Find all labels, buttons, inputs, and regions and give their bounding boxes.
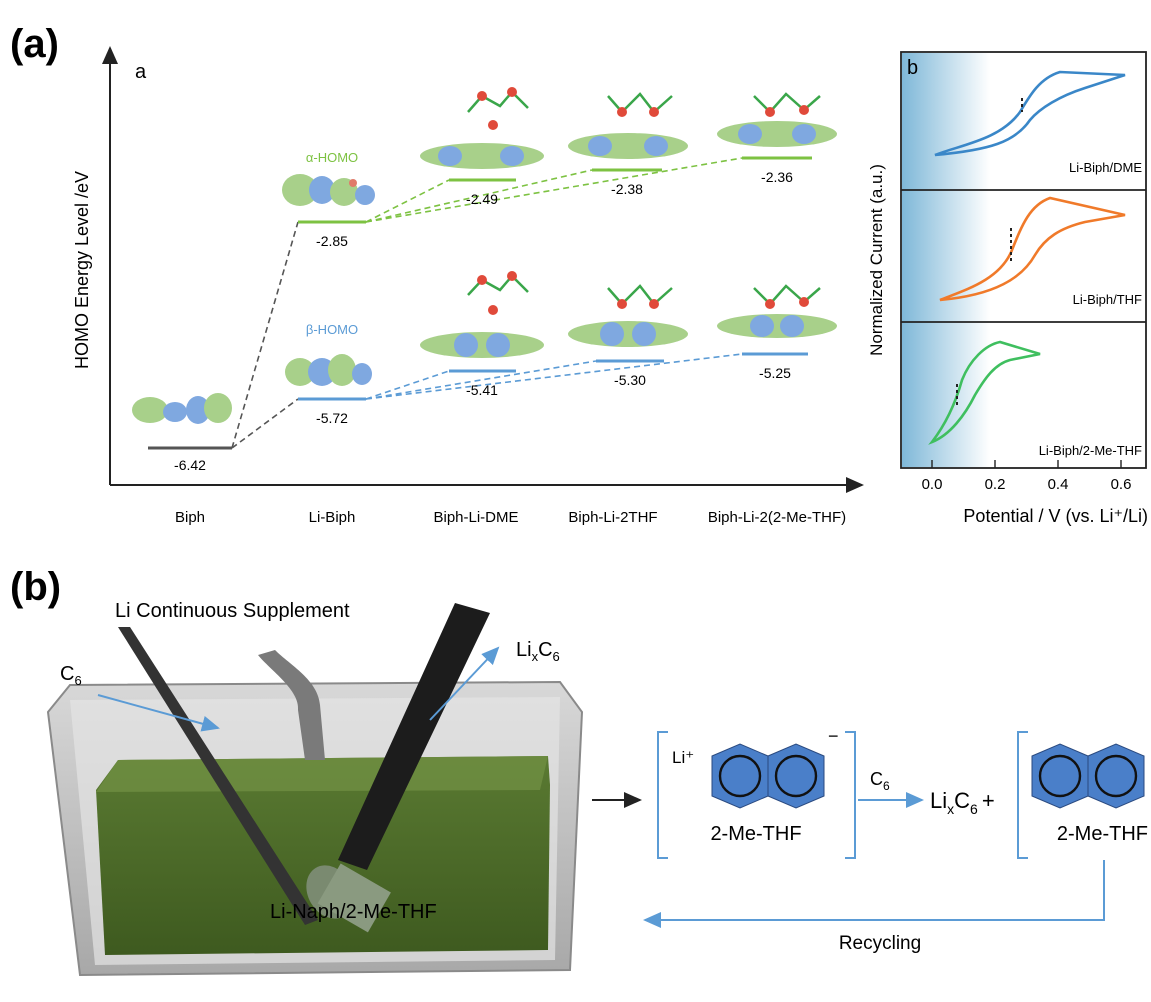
c6-rod [118, 627, 318, 925]
subpanel-b-label: b [907, 57, 918, 79]
energy-diagram: a HOMO Energy Level /eV Biph Li-Biph Bip… [72, 46, 864, 526]
energy-value: -2.49 [466, 191, 498, 207]
c6-in-label: C6 [60, 663, 82, 688]
orbital-alpha-dme [420, 143, 544, 169]
y-axis-label: HOMO Energy Level /eV [72, 171, 92, 369]
connector-beta [365, 360, 597, 400]
category-label: Biph-Li-2(2-Me-THF) [708, 509, 846, 526]
panel-b-tag: (b) [10, 565, 62, 609]
solvent-molecules [467, 90, 821, 306]
beta-homo-label: β-HOMO [306, 322, 358, 337]
cv-xlabel: Potential / V (vs. Li⁺/Li) [963, 506, 1148, 526]
category-label: Biph [175, 509, 205, 526]
orbital-li-biph-beta [285, 354, 372, 386]
energy-value: -2.85 [316, 233, 348, 249]
energy-value: -2.36 [761, 169, 793, 185]
energy-value: -5.30 [614, 372, 646, 388]
energy-value: -2.38 [611, 181, 643, 197]
cv-xtick: 0.0 [922, 476, 943, 493]
connector-alpha [365, 179, 450, 223]
category-label: Biph-Li-DME [433, 509, 518, 526]
lixc6-out-arrow [429, 646, 500, 721]
orbital-beta-thf [568, 321, 688, 347]
solvent-label-right: 2-Me-THF [1057, 823, 1148, 845]
cv-xtick: 0.4 [1048, 476, 1069, 493]
c6-in-arrow [97, 694, 220, 732]
recycling-arrow [643, 860, 1105, 928]
cv-xtick: 0.6 [1111, 476, 1132, 493]
energy-value: -5.25 [759, 365, 791, 381]
right-complex [1017, 731, 1145, 859]
orbital-biph [132, 393, 232, 424]
recycling-label: Recycling [839, 933, 921, 954]
cv-shaded-region [902, 53, 990, 467]
orbital-alpha-methf [717, 121, 837, 147]
orbital-beta-dme [420, 332, 544, 358]
orbital-alpha-thf [568, 133, 688, 159]
cv-trace-dme [934, 70, 1126, 157]
category-label: Biph-Li-2THF [568, 509, 657, 526]
reactant-label: C6 [870, 769, 890, 793]
lixc6-rod [338, 603, 490, 870]
solution-label: Li-Naph/2-Me-THF [270, 901, 437, 923]
connector-alpha [365, 169, 593, 223]
subpanel-a-label: a [135, 61, 147, 83]
cv-trace-label: Li-Biph/DME [1069, 160, 1142, 175]
alpha-homo-label: α-HOMO [306, 150, 358, 165]
category-label: Li-Biph [309, 509, 356, 526]
left-complex [657, 731, 856, 859]
cv-trace-label: Li-Biph/2-Me-THF [1039, 443, 1142, 458]
supplement-label: Li Continuous Supplement [115, 600, 350, 622]
cv-trace-thf [939, 196, 1126, 302]
energy-value: -6.42 [174, 457, 206, 473]
orbital-beta-methf [717, 314, 837, 338]
solution [96, 756, 550, 955]
lixc6-out-label: LixC6 [516, 639, 560, 664]
energy-value: -5.72 [316, 410, 348, 426]
li-rod [258, 650, 325, 760]
cv-ylabel: Normalized Current (a.u.) [867, 164, 886, 356]
energy-value: -5.41 [466, 382, 498, 398]
solvent-label-left: 2-Me-THF [710, 823, 801, 845]
anion-minus: − [828, 726, 839, 746]
li-plus-label: Li⁺ [672, 748, 694, 767]
connector-alpha [365, 157, 743, 223]
orbital-li-biph-alpha [282, 174, 375, 206]
panel-a-tag: (a) [10, 22, 59, 66]
cv-panel: b Normalized Current (a.u.) Li-Biph/DME … [867, 51, 1148, 526]
connector-beta [365, 353, 743, 400]
cv-xtick: 0.2 [985, 476, 1006, 493]
cv-frame [900, 51, 1147, 469]
cv-trace-label: Li-Biph/THF [1073, 292, 1142, 307]
cv-trace-methf [928, 340, 1041, 445]
product-label: LixC6 + [930, 788, 995, 817]
apparatus [46, 603, 584, 977]
connector-biph-alpha [231, 221, 299, 449]
connector-biph-beta [231, 398, 299, 449]
oxygen-atoms [477, 87, 809, 315]
connector-beta [365, 370, 450, 400]
